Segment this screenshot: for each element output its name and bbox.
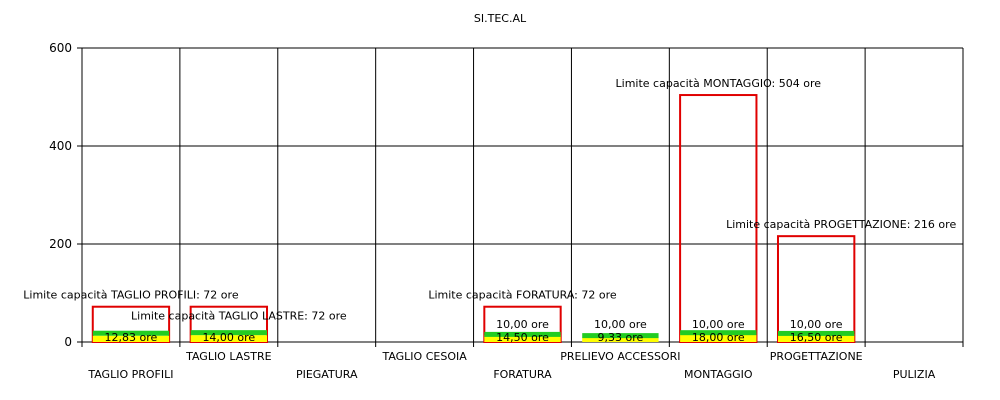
threshold-bar bbox=[777, 330, 855, 336]
capacity-limit-label: Limite capacità FORATURA: 72 ore bbox=[428, 289, 617, 302]
threshold-label: 10,00 ore bbox=[692, 318, 745, 331]
y-tick-label: 0 bbox=[64, 335, 72, 349]
x-tick-label: TAGLIO PROFILI bbox=[87, 368, 173, 381]
x-tick-label: TAGLIO CESOIA bbox=[381, 350, 467, 363]
x-tick-label: FORATURA bbox=[493, 368, 552, 381]
axes: 0 200 400 600 TAGLIO PROFILI TAGLIO LASTRE PIE… bbox=[49, 41, 936, 381]
hours-bar bbox=[92, 335, 170, 342]
bars bbox=[91, 94, 856, 344]
x-tick-label: PIEGATURA bbox=[296, 368, 358, 381]
capacity-limit-label: Limite capacità MONTAGGIO: 504 ore bbox=[616, 77, 822, 90]
hours-label: 14,00 ore bbox=[202, 331, 255, 344]
hours-bar bbox=[777, 333, 855, 342]
data-labels: 12,83 ore Limite capacità TAGLIO PROFILI:… bbox=[23, 77, 956, 344]
x-tick-label: TAGLIO LASTRE bbox=[185, 350, 271, 363]
y-tick-label: 600 bbox=[49, 41, 72, 55]
x-tick-label: MONTAGGIO bbox=[684, 368, 753, 381]
hours-label: 12,83 ore bbox=[105, 331, 158, 344]
capacity-limit-label: Limite capacità TAGLIO PROFILI: 72 ore bbox=[23, 289, 239, 302]
chart-title: SI.TEC.AL bbox=[474, 12, 527, 25]
threshold-bar bbox=[92, 330, 170, 336]
hours-bar bbox=[680, 333, 757, 342]
capacity-limit-label: Limite capacità TAGLIO LASTRE: 72 ore bbox=[131, 310, 347, 323]
hours-label: 16,50 ore bbox=[790, 331, 843, 344]
threshold-bar bbox=[582, 333, 659, 339]
threshold-bar bbox=[190, 330, 268, 336]
y-tick-label: 200 bbox=[49, 237, 72, 251]
threshold-label: 10,00 ore bbox=[594, 318, 647, 331]
hours-bar bbox=[582, 337, 659, 342]
threshold-bar bbox=[680, 330, 757, 336]
x-tick-label: PROGETTAZIONE bbox=[770, 350, 863, 363]
grid bbox=[77, 47, 964, 347]
threshold-bar bbox=[484, 331, 561, 337]
hours-label: 14,50 ore bbox=[496, 331, 549, 344]
capacity-limit-label: Limite capacità PROGETTAZIONE: 216 ore bbox=[726, 218, 956, 231]
hours-label: 18,00 ore bbox=[692, 331, 745, 344]
y-tick-label: 400 bbox=[49, 139, 72, 153]
hours-bar bbox=[190, 335, 268, 342]
hours-label: 9,33 ore bbox=[597, 331, 643, 344]
hours-bar bbox=[484, 334, 561, 342]
x-tick-label: PULIZIA bbox=[893, 368, 936, 381]
threshold-label: 10,00 ore bbox=[496, 318, 549, 331]
threshold-label: 10,00 ore bbox=[790, 318, 843, 331]
x-tick-label: PRELIEVO ACCESSORI bbox=[560, 350, 680, 363]
